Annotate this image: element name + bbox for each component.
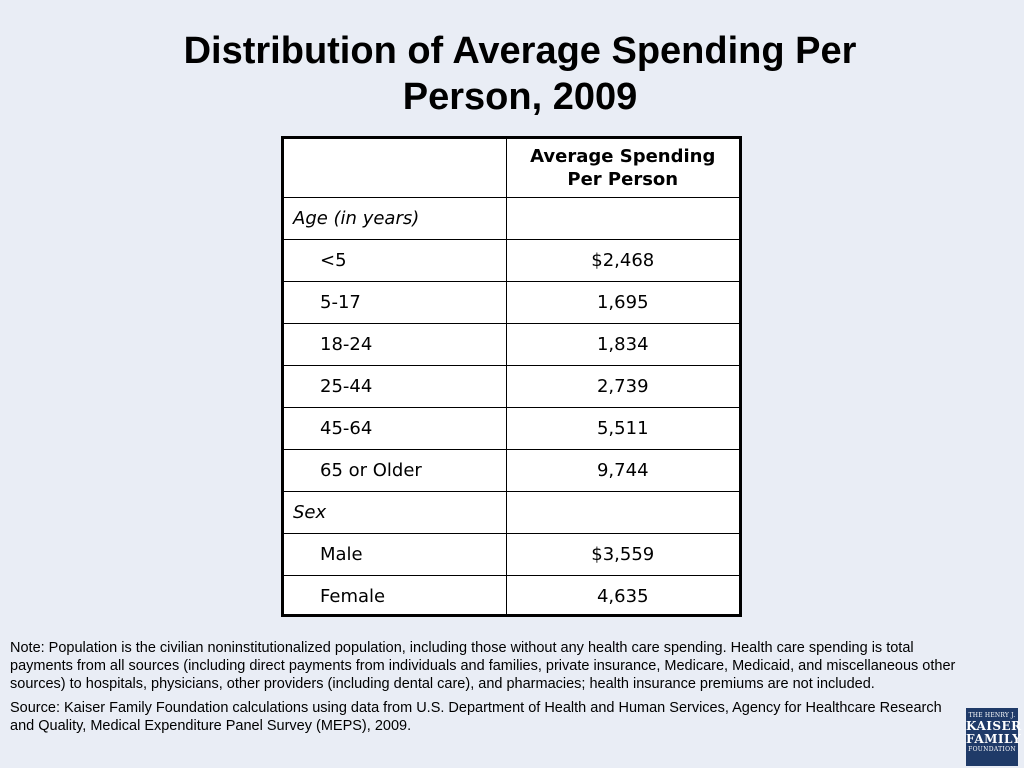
table-row: Female 4,635 <box>284 574 739 617</box>
section-empty-cell <box>505 196 739 240</box>
spending-table: Average Spending Per Person Age (in year… <box>281 136 742 617</box>
header-empty-cell <box>284 139 507 198</box>
row-label: 5-17 <box>284 280 507 324</box>
table-body: Average Spending Per Person Age (in year… <box>284 139 739 617</box>
row-value: 5,511 <box>505 406 739 450</box>
row-label: Female <box>284 574 507 617</box>
column-header: Average Spending Per Person <box>505 139 739 198</box>
table-row: <5 $2,468 <box>284 238 739 282</box>
row-value: 4,635 <box>505 574 739 617</box>
table-row: 45-64 5,511 <box>284 406 739 450</box>
section-row: Sex <box>284 490 739 534</box>
logo-line-4: FOUNDATION <box>968 746 1016 753</box>
row-value: $2,468 <box>505 238 739 282</box>
table-row: 5-17 1,695 <box>284 280 739 324</box>
row-label: 18-24 <box>284 322 507 366</box>
slide-title: Distribution of Average Spending Per Per… <box>80 28 960 120</box>
row-label: <5 <box>284 238 507 282</box>
column-header-line-1: Average Spending <box>530 145 716 167</box>
row-value: $3,559 <box>505 532 739 576</box>
table-row: Male $3,559 <box>284 532 739 576</box>
logo-line-2: KAISER <box>966 719 1022 733</box>
note-text: Note: Population is the civilian noninst… <box>10 640 956 692</box>
table-row: 18-24 1,834 <box>284 322 739 366</box>
logo-line-3: FAMILY <box>966 732 1022 746</box>
logo-line-1: THE HENRY J. <box>968 712 1016 719</box>
section-row: Age (in years) <box>284 196 739 240</box>
title-line-2: Person, 2009 <box>402 76 638 118</box>
footnotes: Note: Population is the civilian noninst… <box>10 639 960 741</box>
row-value: 9,744 <box>505 448 739 492</box>
data-table: Average Spending Per Person Age (in year… <box>284 139 739 617</box>
title-line-1: Distribution of Average Spending Per <box>183 30 857 72</box>
source-text: Source: Kaiser Family Foundation calcula… <box>10 700 942 734</box>
header-row: Average Spending Per Person <box>284 139 739 198</box>
row-label: 45-64 <box>284 406 507 450</box>
section-label: Sex <box>284 490 507 534</box>
section-empty-cell <box>505 490 739 534</box>
row-label: 25-44 <box>284 364 507 408</box>
table-row: 25-44 2,739 <box>284 364 739 408</box>
kaiser-logo: THE HENRY J. KAISER FAMILY FOUNDATION <box>966 708 1022 766</box>
row-value: 1,695 <box>505 280 739 324</box>
section-label: Age (in years) <box>284 196 507 240</box>
row-label: 65 or Older <box>284 448 507 492</box>
row-value: 1,834 <box>505 322 739 366</box>
table-row: 65 or Older 9,744 <box>284 448 739 492</box>
row-label: Male <box>284 532 507 576</box>
row-value: 2,739 <box>505 364 739 408</box>
column-header-line-2: Per Person <box>567 168 679 190</box>
